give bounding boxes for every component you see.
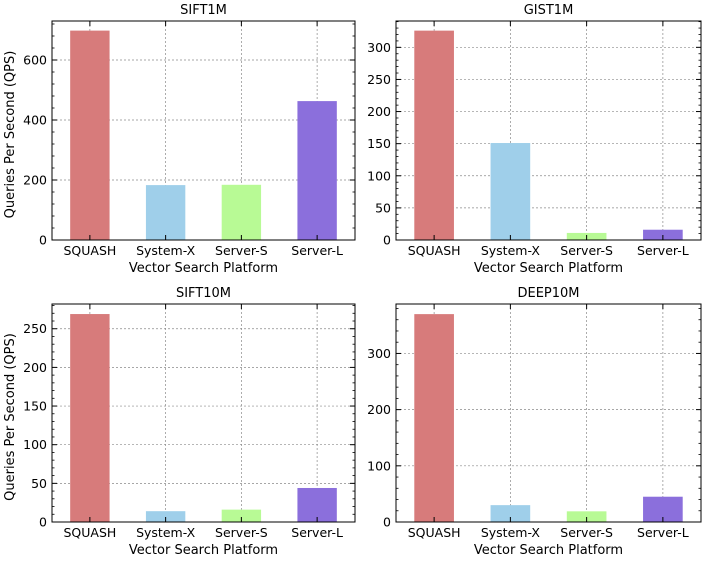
bar-squash <box>414 314 454 522</box>
y-tick-label: 250 <box>23 321 47 336</box>
y-tick-label: 200 <box>23 360 47 375</box>
x-tick-label: System-X <box>481 525 541 540</box>
y-axis-label: Queries Per Second (QPS) <box>3 51 18 219</box>
bar-squash <box>414 30 454 241</box>
y-tick-label: 100 <box>367 168 391 183</box>
y-tick-label: 200 <box>367 402 391 417</box>
bar-server-s <box>566 511 607 522</box>
y-tick-label: 50 <box>375 200 391 215</box>
y-tick-label: 600 <box>23 53 47 68</box>
y-tick-label: 400 <box>23 113 47 128</box>
x-tick-label: SQUASH <box>63 525 116 540</box>
x-tick-label: Server-S <box>560 525 613 540</box>
bar-squash <box>70 30 110 240</box>
y-tick-label: 0 <box>383 233 391 248</box>
y-tick-label: 150 <box>367 136 391 151</box>
chart-panel-1: GIST1M 0 50 100 150 200 250 300 SQUASH System-X Se… <box>367 3 702 276</box>
chart-title: SIFT1M <box>180 3 227 18</box>
bar-server-s <box>221 184 262 240</box>
y-tick-label: 50 <box>31 476 47 491</box>
y-tick-label: 0 <box>39 233 47 248</box>
x-tick-label: SQUASH <box>408 525 461 540</box>
x-tick-label: Server-S <box>215 525 268 540</box>
y-tick-label: 100 <box>367 458 391 473</box>
x-axis-label: Vector Search Platform <box>129 543 278 558</box>
x-axis-label: Vector Search Platform <box>474 543 623 558</box>
plot-frame <box>395 303 702 523</box>
x-tick-label: System-X <box>136 525 196 540</box>
chart-panel-2: SIFT10M 0 50 100 150 200 250 SQUASH System-X Serv… <box>3 286 356 558</box>
x-axis-label: Vector Search Platform <box>129 261 278 276</box>
y-tick-label: 150 <box>23 399 47 414</box>
x-tick-label: Server-S <box>215 243 268 258</box>
x-tick-label: System-X <box>136 243 196 258</box>
y-tick-label: 0 <box>383 515 391 530</box>
bar-system-x <box>490 505 531 522</box>
x-tick-label: System-X <box>481 243 541 258</box>
y-tick-label: 200 <box>23 173 47 188</box>
y-axis-label: Queries Per Second (QPS) <box>3 333 18 501</box>
bar-server-l <box>297 487 337 522</box>
bar-system-x <box>145 185 186 240</box>
x-axis-label: Vector Search Platform <box>474 261 623 276</box>
chart-panel-3: DEEP10M 0 100 200 300 SQUASH System-X Server-S S… <box>367 286 702 558</box>
x-tick-label: SQUASH <box>408 243 461 258</box>
x-tick-label: Server-L <box>637 525 689 540</box>
bar-system-x <box>490 143 531 240</box>
chart-title: DEEP10M <box>517 286 579 301</box>
bar-server-l <box>297 101 337 240</box>
x-tick-label: Server-L <box>291 525 343 540</box>
plot-frame <box>51 20 356 241</box>
x-tick-label: Server-L <box>637 243 689 258</box>
y-tick-label: 300 <box>367 346 391 361</box>
y-tick-label: 250 <box>367 72 391 87</box>
y-tick-label: 300 <box>367 40 391 55</box>
plot-frame <box>51 303 356 523</box>
chart-panel-0: SIFT1M 0 200 400 600 SQUASH System-X Server-S Se… <box>3 3 356 276</box>
y-tick-label: 0 <box>39 515 47 530</box>
bar-server-s <box>221 509 262 522</box>
bar-server-l <box>643 229 683 240</box>
chart-title: GIST1M <box>524 3 574 18</box>
bar-system-x <box>145 511 186 522</box>
y-tick-label: 200 <box>367 104 391 119</box>
x-tick-label: Server-S <box>560 243 613 258</box>
chart-title: SIFT10M <box>176 286 231 301</box>
x-tick-label: Server-L <box>291 243 343 258</box>
bar-squash <box>70 314 110 522</box>
y-tick-label: 100 <box>23 437 47 452</box>
x-tick-label: SQUASH <box>63 243 116 258</box>
